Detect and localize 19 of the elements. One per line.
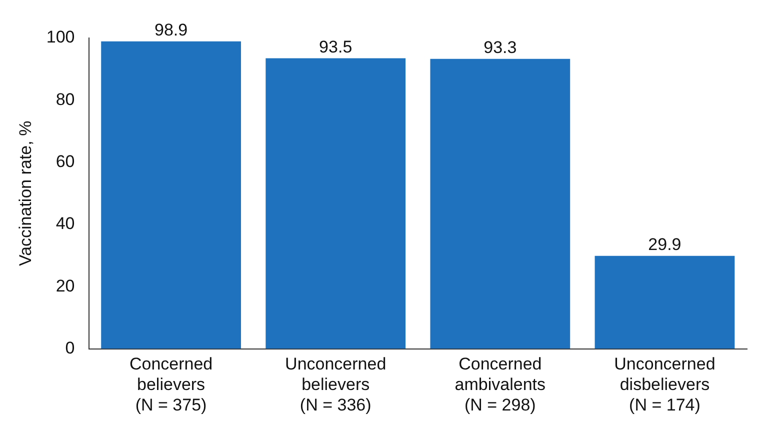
data-label: 93.5 (319, 37, 352, 56)
y-tick-label: 0 (65, 338, 75, 358)
x-tick-label: Concerned ambivalents (N = 298) (454, 354, 546, 414)
bar (101, 41, 241, 349)
y-tick-label: 80 (56, 90, 75, 109)
data-label: 98.9 (154, 20, 188, 40)
x-tick-label: Unconcerned believers (N = 336) (285, 354, 386, 414)
y-axis-title: Vaccination rate, % (16, 120, 35, 266)
bar (266, 58, 406, 349)
x-tick-label: Concerned believers (N = 375) (129, 354, 213, 414)
y-tick-label: 40 (56, 214, 75, 234)
x-tick-label: Unconcerned disbelievers (N = 174) (614, 354, 716, 414)
bar (430, 58, 570, 349)
y-tick-label: 20 (56, 276, 75, 296)
bar (594, 256, 735, 349)
data-label: 29.9 (648, 235, 682, 254)
y-tick-label: 100 (46, 28, 75, 47)
y-tick-label: 60 (56, 152, 75, 172)
data-label: 93.3 (484, 38, 517, 58)
